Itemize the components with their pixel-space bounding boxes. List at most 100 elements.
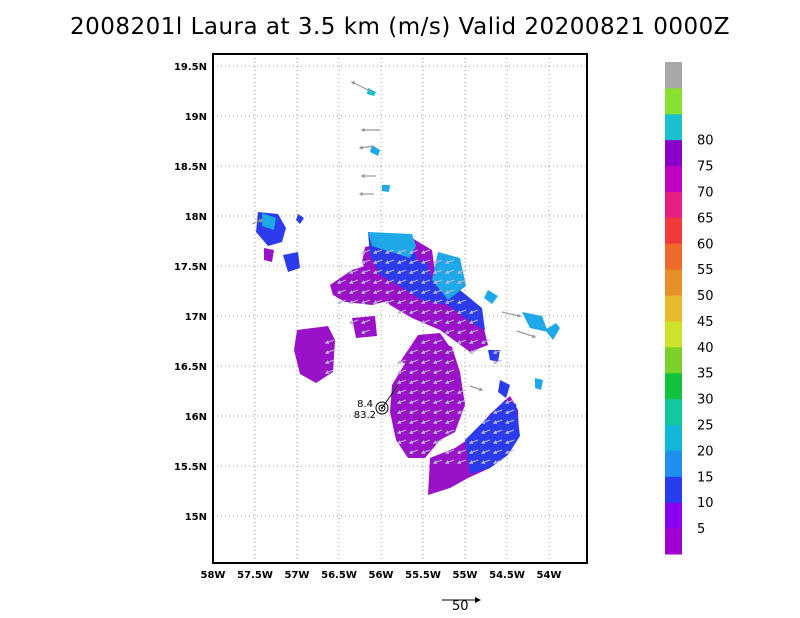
colorbar-segment xyxy=(665,372,682,400)
wind-vector xyxy=(505,419,515,424)
wind-vector xyxy=(349,289,359,294)
wind-vector-head xyxy=(360,330,366,335)
wind-vector-head xyxy=(444,280,450,285)
wind-vector xyxy=(445,259,455,264)
wind-vector-head xyxy=(480,340,486,345)
colorbar-tick-label: 25 xyxy=(697,419,714,434)
wind-vector-head xyxy=(444,300,450,305)
wind-vector xyxy=(505,439,515,444)
colorbar-tick-label: 55 xyxy=(697,263,714,278)
wind-vector xyxy=(409,419,419,424)
wind-vector xyxy=(361,299,371,304)
wind-vector-head xyxy=(336,290,342,295)
wind-vector xyxy=(445,369,455,374)
wind-speed-area xyxy=(535,378,543,390)
wind-speed-area xyxy=(522,312,548,332)
lat-label: 15N xyxy=(185,512,207,523)
colorbar-segment xyxy=(665,502,682,529)
wind-vector xyxy=(505,449,515,454)
wind-vector-head xyxy=(396,260,402,265)
wind-vector xyxy=(409,379,419,384)
wind-vector xyxy=(397,409,407,414)
wind-vector-head xyxy=(324,360,330,365)
wind-speed-area xyxy=(264,248,274,262)
wind-vector-head xyxy=(492,460,498,465)
wind-vector-head xyxy=(432,280,438,285)
wind-vector xyxy=(493,419,503,424)
center-annotation-bottom: 83.2 xyxy=(354,410,376,421)
wind-vector-head xyxy=(516,313,522,318)
wind-vector-head xyxy=(348,280,354,285)
wind-vector-head xyxy=(420,340,426,345)
wind-vector-head xyxy=(432,340,438,345)
vector-scale-label: 50 xyxy=(452,599,469,614)
wind-vector xyxy=(325,369,335,374)
wind-vector xyxy=(385,269,395,274)
wind-vector-head xyxy=(456,450,462,455)
wind-vector-head xyxy=(432,360,438,365)
wind-vector xyxy=(397,399,407,404)
wind-speed-area xyxy=(498,380,510,398)
wind-vector xyxy=(457,269,467,274)
wind-vector xyxy=(409,299,419,304)
center-annotation-top: 8.4 xyxy=(357,399,373,410)
colorbar-segment xyxy=(665,450,682,477)
wind-vector-head xyxy=(468,310,474,315)
colorbar: 5 10 15 20 25 30 35 40 45 50 55 60 65 70 75 80 xyxy=(665,62,714,555)
wind-vector-head xyxy=(432,350,438,355)
wind-vector-head xyxy=(348,290,354,295)
wind-vector-head xyxy=(492,420,498,425)
wind-vector-head xyxy=(408,300,414,305)
lat-label: 18N xyxy=(185,212,207,223)
wind-vector xyxy=(457,329,467,334)
wind-vector-head xyxy=(420,430,426,435)
wind-vector xyxy=(469,319,479,324)
lon-label: 55W xyxy=(453,570,478,581)
wind-vector-head xyxy=(420,350,426,355)
wind-vector xyxy=(421,299,431,304)
wind-vector-head xyxy=(336,280,342,285)
wind-vector xyxy=(445,319,455,324)
wind-vector-head xyxy=(432,430,438,435)
wind-vector xyxy=(337,299,347,304)
wind-vector xyxy=(337,279,347,284)
wind-vector-head xyxy=(444,460,450,465)
wind-vector-head xyxy=(444,450,450,455)
wind-vector-head xyxy=(408,420,414,425)
wind-vector xyxy=(445,329,455,334)
wind-vector xyxy=(409,449,419,454)
wind-vector xyxy=(433,419,443,424)
wind-vector-head xyxy=(396,300,402,305)
storm-center-marker: 8.4 83.2 xyxy=(354,384,399,421)
wind-speed-area xyxy=(262,213,276,230)
wind-vector xyxy=(421,429,431,434)
wind-vector xyxy=(445,299,455,304)
wind-vector xyxy=(433,399,443,404)
wind-vector-head xyxy=(420,400,426,405)
wind-vector xyxy=(445,419,455,424)
wind-vector xyxy=(325,349,335,354)
wind-vector-head xyxy=(420,360,426,365)
wind-vector xyxy=(409,289,419,294)
wind-vector-head xyxy=(348,300,354,305)
lat-label: 17.5N xyxy=(174,262,207,273)
wind-vector xyxy=(373,289,383,294)
colorbar-segment xyxy=(665,295,682,322)
wind-vector-head xyxy=(360,320,366,325)
colorbar-tick-label: 60 xyxy=(697,237,714,252)
wind-vector-head xyxy=(408,390,414,395)
wind-vector-head xyxy=(360,128,365,132)
wind-vector xyxy=(325,339,335,344)
wind-vector-head xyxy=(358,145,364,150)
wind-vector-head xyxy=(444,410,450,415)
wind-vector xyxy=(505,409,515,414)
wind-vector-head xyxy=(480,420,486,425)
wind-vector-head xyxy=(360,280,366,285)
wind-vector-head xyxy=(468,330,474,335)
wind-vector xyxy=(505,399,515,404)
lat-label: 19.5N xyxy=(174,62,207,73)
wind-vector-head xyxy=(408,280,414,285)
wind-vector-head xyxy=(408,440,414,445)
wind-vector-head xyxy=(432,460,438,465)
wind-vector xyxy=(359,145,375,149)
